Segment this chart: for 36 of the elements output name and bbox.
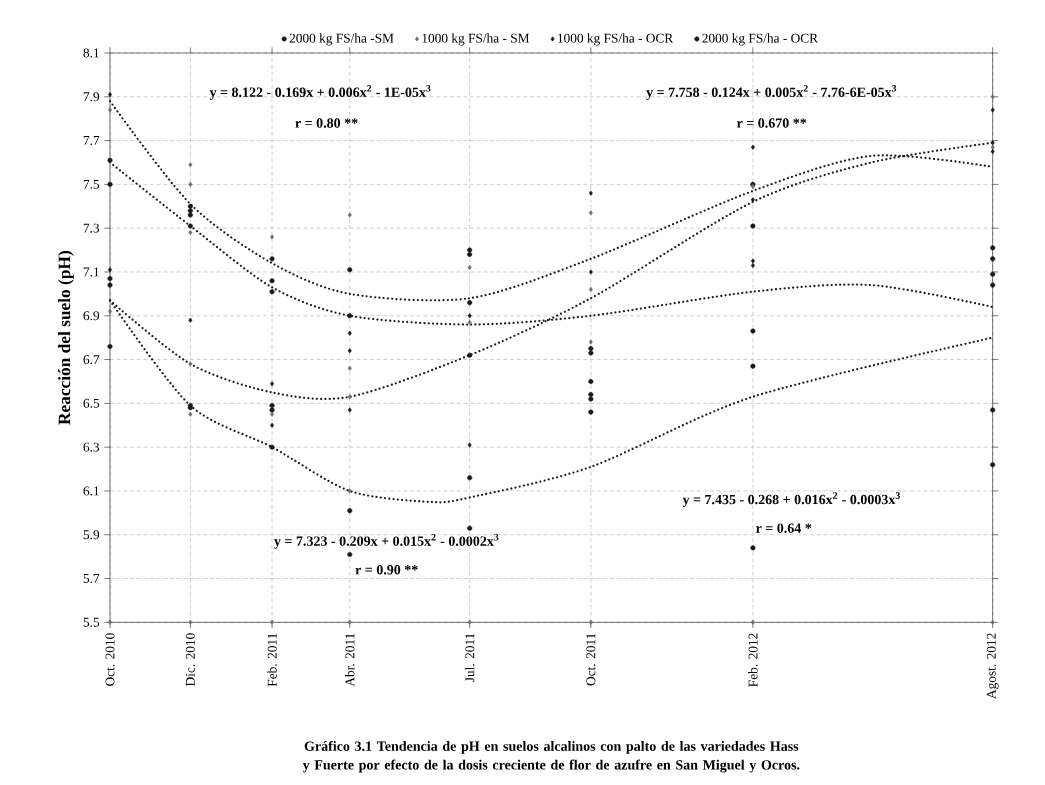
annotation: y = 7.323 - 0.209x + 0.015x$^{2}$ - 0.0002x$^{3}$ — [274, 533, 499, 549]
y-tick-label: 8.1 — [83, 48, 99, 58]
y-tick-label: 7.9 — [83, 92, 100, 102]
x-tick-label: Feb. 2012 — [748, 633, 758, 687]
x-tick-label: Agost. 2012 — [986, 633, 999, 699]
x-tick-label: Jul. 2011 — [464, 633, 475, 682]
legend-label: 1000 kg FS/ha - OCR — [558, 33, 674, 46]
annotation: y = 8.122 - 0.169x + 0.006x$^{2}$ - 1E-05x$^{3}$ — [209, 84, 431, 100]
y-tick-label: 5.9 — [83, 530, 100, 540]
y-tick-label: 6.9 — [83, 311, 100, 321]
x-tick-label: Oct. 2011 — [586, 633, 596, 686]
annotation: r = 0.80 ** — [295, 118, 358, 128]
y-axis-title: Reacción del suelo (pH) — [58, 251, 74, 425]
x-tick-label: Dic. 2010 — [185, 633, 195, 687]
y-tick-label: 6.7 — [83, 355, 100, 365]
y-tick-label: 5.5 — [83, 617, 100, 627]
y-tick-label: 7.1 — [83, 267, 99, 277]
y-tick-label: 6.1 — [83, 486, 99, 496]
text: Gráfico 3.1 Tendencia de pH en suelos alcalinos con palto de las variedades Hass y Fuerte por efecto de la dosis creciente de flor de azufre en San Miguel y Ocros. — [302, 740, 800, 773]
y-tick-label: 6.3 — [83, 442, 100, 452]
legend-label: 2000 kg FS/ha - OCR — [702, 33, 819, 46]
annotation: r = 0.90 ** — [355, 565, 418, 575]
y-tick-label: 7.7 — [83, 136, 100, 146]
y-tick-label: 7.5 — [83, 179, 100, 189]
x-tick-label: Feb. 2011 — [267, 633, 277, 687]
legend-label: 2000 kg FS/ha -SM — [289, 33, 394, 46]
legend-label: 1000 kg FS/ha - SM — [422, 33, 530, 46]
x-tick-label: Oct. 2010 — [105, 633, 115, 686]
y-tick-label: 5.7 — [83, 574, 100, 583]
annotation: r = 0.64 * — [756, 523, 812, 533]
annotation: r = 0.670 ** — [736, 118, 807, 128]
annotation: y = 7.435 - 0.268 + 0.016x$^{2}$ - 0.0003x$^{3}$ — [682, 492, 900, 508]
y-tick-label: 6.5 — [83, 398, 100, 408]
y-tick-label: 7.3 — [83, 223, 100, 233]
annotation: y = 7.758 - 0.124x + 0.005x$^{2}$ - 7.76-6E-05x$^{3}$ — [646, 84, 897, 100]
x-tick-label: Abr. 2011 — [345, 633, 355, 687]
